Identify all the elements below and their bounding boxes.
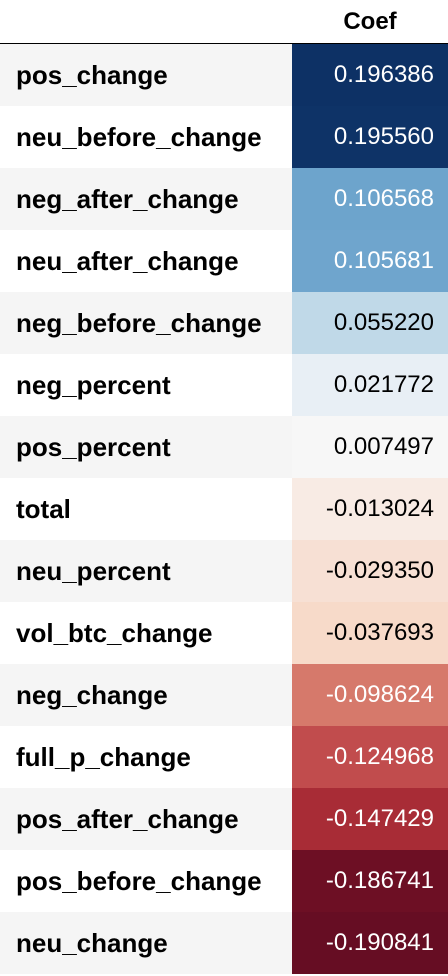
coef-value-cell: -0.013024 [292, 478, 448, 540]
column-header-coef: Coef [343, 7, 397, 35]
row-label: neu_after_change [0, 230, 292, 292]
row-label: pos_after_change [0, 788, 292, 850]
coef-value-cell: -0.098624 [292, 664, 448, 726]
coef-value-cell: 0.106568 [292, 168, 448, 230]
table-row: pos_percent 0.007497 [0, 416, 448, 478]
table-row: neg_before_change 0.055220 [0, 292, 448, 354]
table-row: pos_after_change -0.147429 [0, 788, 448, 850]
table-row: neu_percent -0.029350 [0, 540, 448, 602]
table-row: vol_btc_change -0.037693 [0, 602, 448, 664]
row-label: pos_before_change [0, 850, 292, 912]
row-label: pos_change [0, 44, 292, 106]
row-label: vol_btc_change [0, 602, 292, 664]
table-row: neu_after_change 0.105681 [0, 230, 448, 292]
coef-value-cell: -0.037693 [292, 602, 448, 664]
table-row: total -0.013024 [0, 478, 448, 540]
table-row: neu_change -0.190841 [0, 912, 448, 974]
row-label: total [0, 478, 292, 540]
coef-value-cell: -0.147429 [292, 788, 448, 850]
coef-value-cell: -0.190841 [292, 912, 448, 974]
row-label: neg_before_change [0, 292, 292, 354]
coef-value-cell: 0.021772 [292, 354, 448, 416]
row-label: neg_change [0, 664, 292, 726]
table-header: Coef [0, 0, 448, 44]
table-row: neu_before_change 0.195560 [0, 106, 448, 168]
table-row: neg_after_change 0.106568 [0, 168, 448, 230]
table-body: pos_change 0.196386 neu_before_change 0.195… [0, 44, 448, 974]
row-label: neu_change [0, 912, 292, 974]
coef-value-cell: 0.055220 [292, 292, 448, 354]
coef-value-cell: -0.124968 [292, 726, 448, 788]
table-row: pos_before_change -0.186741 [0, 850, 448, 912]
coef-value-cell: 0.195560 [292, 106, 448, 168]
table-row: neg_change -0.098624 [0, 664, 448, 726]
coef-value-cell: 0.196386 [292, 44, 448, 106]
row-label: neg_after_change [0, 168, 292, 230]
coef-value-cell: -0.186741 [292, 850, 448, 912]
coef-value-cell: 0.105681 [292, 230, 448, 292]
row-label: neu_percent [0, 540, 292, 602]
row-label: full_p_change [0, 726, 292, 788]
coef-value-cell: -0.029350 [292, 540, 448, 602]
row-label: pos_percent [0, 416, 292, 478]
row-label: neg_percent [0, 354, 292, 416]
row-label: neu_before_change [0, 106, 292, 168]
coef-value-cell: 0.007497 [292, 416, 448, 478]
table-row: pos_change 0.196386 [0, 44, 448, 106]
table-row: neg_percent 0.021772 [0, 354, 448, 416]
table-row: full_p_change -0.124968 [0, 726, 448, 788]
